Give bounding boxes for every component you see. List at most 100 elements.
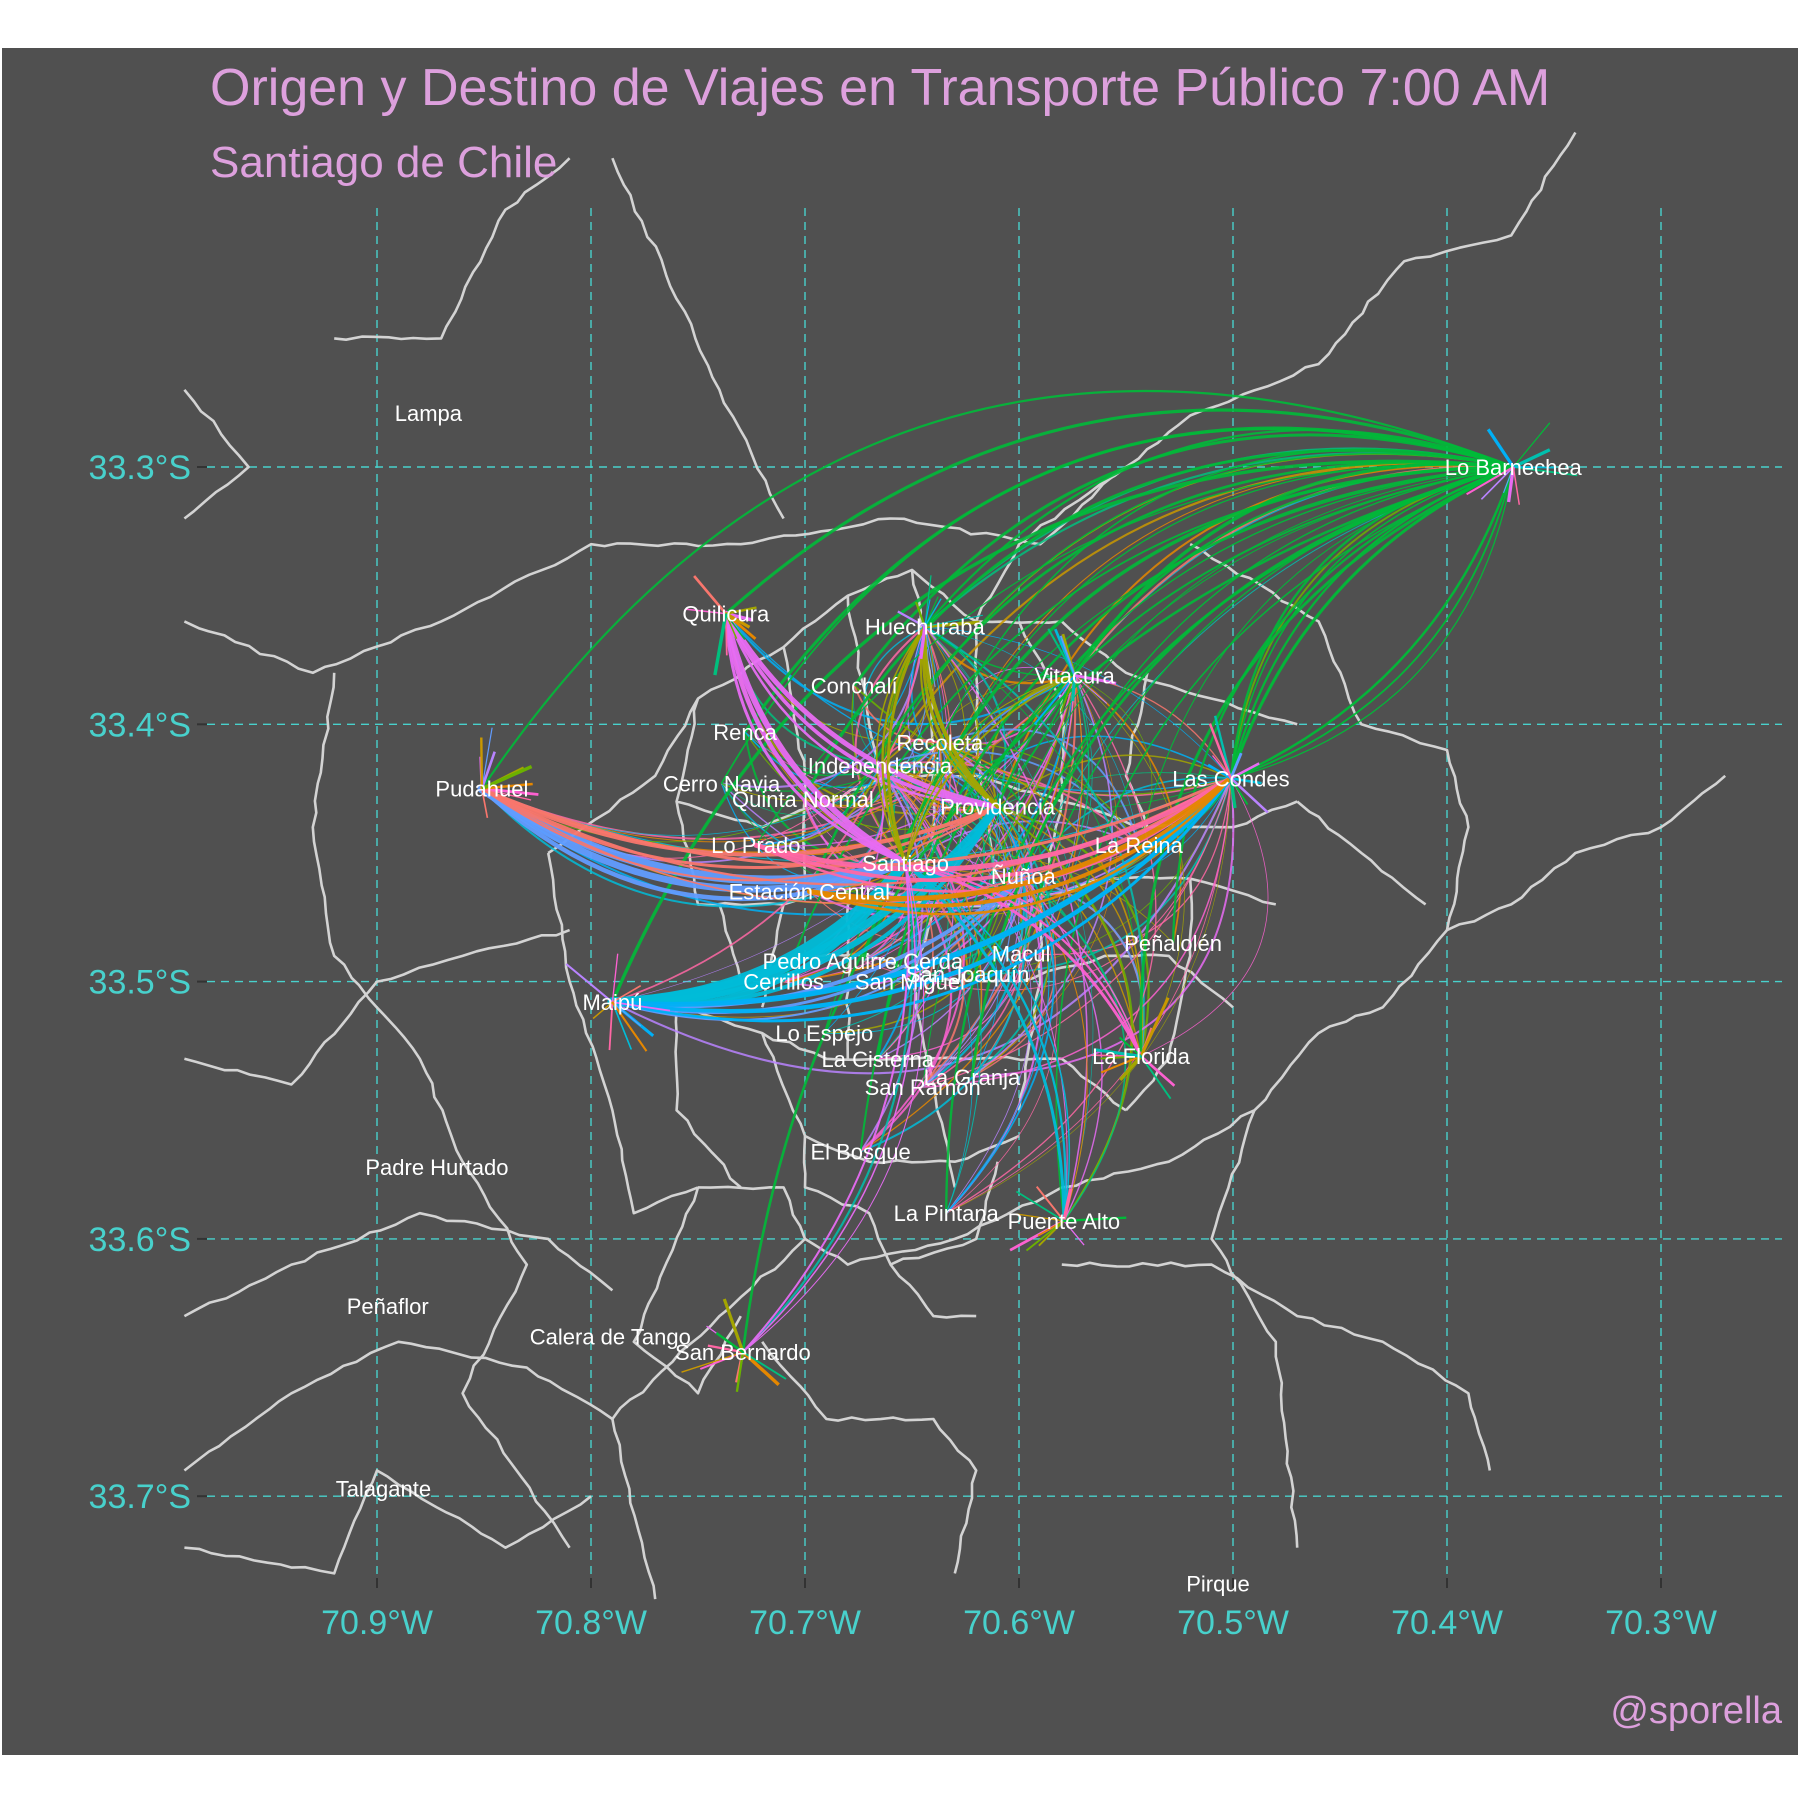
lat-tick-label: 33.7°S [89,1478,191,1516]
flow-spoke [1093,1048,1142,1058]
flow-spoke [1512,422,1551,468]
flow-arc [905,674,1076,864]
flow-spoke [611,984,642,1003]
comuna-label: Pirque [1186,1572,1250,1597]
comuna-border [844,878,851,1059]
flow-spoke [1118,1036,1142,1057]
flow-arc [904,861,1066,1223]
comuna-border [611,157,785,520]
flow-spoke [565,963,614,1003]
flow-spoke [735,1351,745,1392]
flow-arc [922,741,1013,1088]
comuna-label: El Bosque [810,1139,910,1164]
flow-arc [881,625,926,865]
trip-flow-arcs [477,389,1578,1392]
comuna-border [676,1006,1127,1112]
flow-arc [1230,466,1515,780]
flow-arc [720,428,1514,784]
comuna-label: San Ramón [865,1075,981,1100]
flow-arc [477,784,911,885]
comuna-label: La Granja [924,1065,1021,1090]
flow-spoke [1466,466,1514,496]
comuna-label: Lo Prado [711,833,800,858]
flow-arc [609,775,1234,1007]
comuna-label: Quinta Normal [732,787,874,812]
flow-spoke [1512,466,1521,505]
flow-arc [879,674,1076,774]
flow-arc [904,674,1075,864]
flow-arc [721,741,941,792]
comuna-label: Talagante [336,1477,431,1502]
flow-arc [1229,466,1515,780]
flow-arc [924,625,1088,1222]
flow-spoke [919,626,927,660]
flow-arc [723,611,1001,810]
comuna-label: San Joaquín [906,962,1030,987]
comuna-border [183,388,250,520]
lon-tick-label: 70.6°W [963,1604,1075,1642]
flow-arc [723,611,1000,809]
flow-spoke [1015,1190,1065,1222]
flow-arc [479,786,1000,857]
flow-arc [741,465,1514,1353]
flow-arc [806,775,1234,902]
flow-spoke [608,1002,614,1051]
flow-spoke [741,1350,780,1386]
flow-spoke [1480,466,1514,500]
comuna-border [889,1263,977,1319]
flow-arc [755,765,881,847]
flow-spoke [686,608,726,615]
flow-arc [480,787,1000,870]
comuna-border [1061,774,1727,1189]
flow-spoke [924,599,931,627]
comuna-label: Vitacura [1034,663,1115,688]
author-caption: @sporella [1610,1690,1782,1732]
flow-spoke [1230,762,1260,780]
comuna-border [183,1211,614,1318]
flow-spoke [713,613,728,676]
flow-spoke [481,765,533,791]
flow-arc [1229,465,1515,780]
flow-spoke [612,1001,671,1012]
flow-spoke [924,614,983,628]
flow-spoke [1513,466,1578,477]
lon-tick-label: 70.9°W [321,1604,433,1642]
map-subtitle: Santiago de Chile [210,138,558,187]
flow-spoke [1060,675,1076,713]
flow-spoke [1229,752,1243,779]
flow-spoke [592,1001,613,1020]
comuna-border [611,1418,657,1600]
comuna-border [183,1340,614,1472]
flow-arc [945,465,1514,1214]
flow-arc [801,449,1514,800]
flow-arc [922,624,1000,809]
lat-tick-label: 33.3°S [89,449,191,487]
comuna-label: Pedro Aguirre Cerda [763,949,964,974]
flow-arc [904,674,1076,864]
flow-spoke [715,1332,744,1354]
flow-spoke [1230,777,1269,814]
comuna-border [974,465,1127,622]
flow-arc [724,408,1514,615]
longitude-labels: 70.9°W 70.8°W 70.7°W 70.6°W 70.5°W 70.4°W 70.3… [321,1604,1717,1642]
flow-spoke [1025,1220,1065,1252]
comuna-label: Puente Alto [1008,1209,1121,1234]
comuna-border [1210,1109,1299,1548]
flow-arc [1022,466,1514,877]
comuna-label: San Bernardo [675,1340,811,1365]
comuna-border [184,1469,592,1575]
flow-arc [971,875,1056,1078]
flow-arc [610,776,1233,1014]
flow-spoke [1513,466,1556,469]
flow-spoke [480,737,484,789]
flow-spoke [897,610,926,628]
flow-arc [921,625,1000,809]
flow-arc [904,861,1143,1058]
flow-arc [924,626,1094,1221]
comuna-label: Padre Hurtado [365,1155,508,1180]
map-panel: Lampa Lo Barnechea Quilicura Huechuraba Vita… [2,48,1798,1755]
flow-arc [1230,466,1514,779]
flow-arc [610,459,1514,1003]
flow-spoke [1062,1188,1073,1222]
comuna-label: San Miguel [855,970,965,995]
